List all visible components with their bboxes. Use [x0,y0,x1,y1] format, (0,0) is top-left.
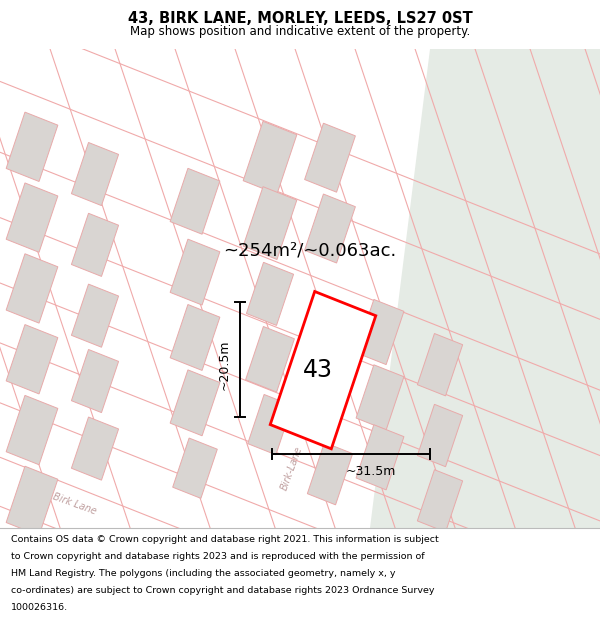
Text: Birk Lane: Birk Lane [52,492,98,517]
Polygon shape [243,187,297,259]
Polygon shape [418,404,463,467]
Polygon shape [170,239,220,305]
Polygon shape [173,438,217,498]
Polygon shape [170,168,220,234]
Text: to Crown copyright and database rights 2023 and is reproduced with the permissio: to Crown copyright and database rights 2… [11,552,424,561]
Polygon shape [418,334,463,396]
Text: ~31.5m: ~31.5m [346,465,396,478]
Text: Map shows position and indicative extent of the property.: Map shows position and indicative extent… [130,25,470,38]
Polygon shape [356,299,404,364]
Polygon shape [248,394,292,455]
Polygon shape [71,142,119,206]
Polygon shape [6,324,58,394]
Polygon shape [6,396,58,465]
Text: Contains OS data © Crown copyright and database right 2021. This information is : Contains OS data © Crown copyright and d… [11,535,439,544]
Text: co-ordinates) are subject to Crown copyright and database rights 2023 Ordnance S: co-ordinates) are subject to Crown copyr… [11,586,434,595]
Text: ~254m²/~0.063ac.: ~254m²/~0.063ac. [223,241,397,259]
Polygon shape [356,425,404,490]
Polygon shape [71,349,119,413]
Polygon shape [418,470,463,532]
Polygon shape [307,442,353,505]
Polygon shape [170,370,220,436]
Polygon shape [170,304,220,371]
Polygon shape [305,123,355,192]
Polygon shape [6,112,58,181]
Polygon shape [356,365,404,430]
Text: HM Land Registry. The polygons (including the associated geometry, namely x, y: HM Land Registry. The polygons (includin… [11,569,395,578]
Polygon shape [6,254,58,323]
Polygon shape [71,284,119,348]
Polygon shape [245,326,295,392]
Polygon shape [270,291,376,449]
Text: ~20.5m: ~20.5m [218,339,230,390]
Text: 43, BIRK LANE, MORLEY, LEEDS, LS27 0ST: 43, BIRK LANE, MORLEY, LEEDS, LS27 0ST [128,11,472,26]
Polygon shape [71,417,119,480]
Text: 43: 43 [303,358,333,382]
Polygon shape [6,183,58,253]
Polygon shape [243,121,297,194]
Text: Birk-Lane: Birk-Lane [280,445,305,492]
Polygon shape [247,262,293,326]
Polygon shape [6,466,58,536]
Polygon shape [71,213,119,276]
Text: 100026316.: 100026316. [11,602,68,612]
Polygon shape [370,49,600,528]
Polygon shape [305,194,355,263]
